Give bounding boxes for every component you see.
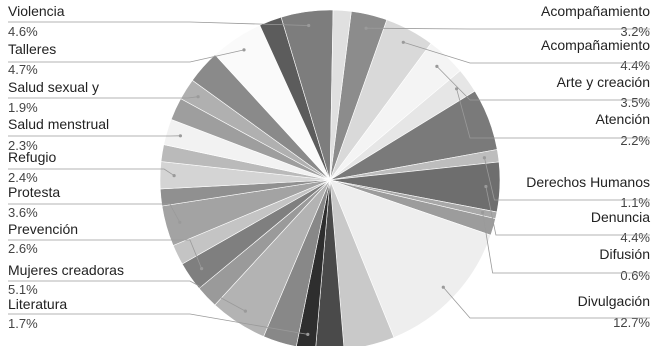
label-right-0-leader-line xyxy=(366,27,650,30)
label-left-5-leader-line xyxy=(8,203,181,223)
label-right-1-name: Acompañamiento xyxy=(541,37,650,53)
label-left-4-percent: 2.4% xyxy=(8,170,38,185)
label-left-1-leader-line xyxy=(8,49,245,63)
label-left-8-percent: 1.7% xyxy=(8,316,38,331)
label-left-5-name: Protesta xyxy=(8,184,60,200)
label-right-0-name: Acompañamiento xyxy=(541,3,650,19)
label-left-8-name: Literatura xyxy=(8,296,67,312)
label-left-0-name: Violencia xyxy=(8,3,65,19)
label-right-2-leader-dot xyxy=(435,64,439,68)
label-left-6-leader-dot xyxy=(200,267,204,271)
pie-slices xyxy=(159,9,501,346)
label-left-0-leader-dot xyxy=(307,23,311,28)
label-right-6-leader-dot xyxy=(481,210,485,215)
label-left-7-leader-dot xyxy=(243,309,247,313)
pie-slice-29 xyxy=(329,9,352,181)
label-left-1-percent: 4.7% xyxy=(8,62,38,77)
label-right-1-percent: 4.4% xyxy=(620,58,650,73)
label-right-1-leader-dot xyxy=(401,40,405,44)
label-right-2-name: Arte y creación xyxy=(557,74,650,90)
label-left-3-leader-dot xyxy=(178,134,182,138)
label-right-5-name: Denuncia xyxy=(591,209,650,225)
label-left-2-percent: 1.9% xyxy=(8,100,38,115)
label-right-6-percent: 0.6% xyxy=(620,268,650,283)
label-right-7-leader-dot xyxy=(441,285,445,289)
label-left-2-name: Salud sexual y xyxy=(8,79,99,95)
label-left-5-leader-dot xyxy=(178,220,182,224)
pie-labels: Acompañamiento3.2%Acompañamiento4.4%Arte… xyxy=(8,3,650,336)
pie-slice-10 xyxy=(329,179,395,346)
label-right-4-name: Derechos Humanos xyxy=(526,174,650,190)
label-right-5-percent: 4.4% xyxy=(620,230,650,245)
label-left-4-name: Refugio xyxy=(8,149,56,165)
label-right-0-leader-dot xyxy=(364,26,368,30)
label-left-8-leader-dot xyxy=(306,332,310,336)
label-left-1-leader-dot xyxy=(242,48,246,52)
label-right-2-leader-line xyxy=(436,66,650,101)
label-right-2-percent: 3.5% xyxy=(620,95,650,110)
pie-slice-divulgacion-9 xyxy=(329,179,492,338)
pie-slice-11 xyxy=(315,179,345,346)
label-right-3-name: Atención xyxy=(596,111,650,127)
label-right-4-percent: 1.1% xyxy=(620,195,650,210)
label-right-7-name: Divulgación xyxy=(578,293,650,309)
label-left-4-leader-line xyxy=(8,168,175,176)
label-left-7-name: Mujeres creadoras xyxy=(8,262,124,278)
label-left-0-leader-line xyxy=(8,21,309,26)
label-left-7-leader-line xyxy=(8,280,246,312)
label-right-7-leader-line xyxy=(442,286,650,319)
label-left-3-name: Salud menstrual xyxy=(8,116,109,132)
label-right-6-name: Difusión xyxy=(599,246,650,262)
label-right-5-leader-line xyxy=(485,186,650,236)
label-left-8-leader-line xyxy=(8,313,308,335)
label-left-5-percent: 3.6% xyxy=(8,205,38,220)
label-right-5-leader-dot xyxy=(484,184,488,189)
label-right-7-percent: 12.7% xyxy=(613,315,650,330)
label-right-4-leader-dot xyxy=(482,156,486,160)
label-right-3-leader-dot xyxy=(455,87,459,91)
label-right-6-leader-line xyxy=(482,212,650,274)
label-left-6-name: Prevención xyxy=(8,221,78,237)
label-right-1-leader-line xyxy=(403,41,650,64)
label-right-4-leader-line xyxy=(484,157,650,201)
label-left-7-percent: 5.1% xyxy=(8,282,38,297)
label-left-3-percent: 2.3% xyxy=(8,138,38,153)
label-right-0-percent: 3.2% xyxy=(620,24,650,39)
label-right-3-leader-line xyxy=(456,88,650,139)
label-left-0-percent: 4.6% xyxy=(8,24,38,39)
label-left-6-leader-line xyxy=(8,239,202,269)
label-left-6-percent: 2.6% xyxy=(8,241,38,256)
label-right-3-percent: 2.2% xyxy=(620,133,650,148)
label-left-2-leader-dot xyxy=(196,95,200,99)
label-left-4-leader-dot xyxy=(172,174,176,178)
label-left-1-name: Talleres xyxy=(8,41,56,57)
label-left-2-leader-line xyxy=(8,96,199,99)
